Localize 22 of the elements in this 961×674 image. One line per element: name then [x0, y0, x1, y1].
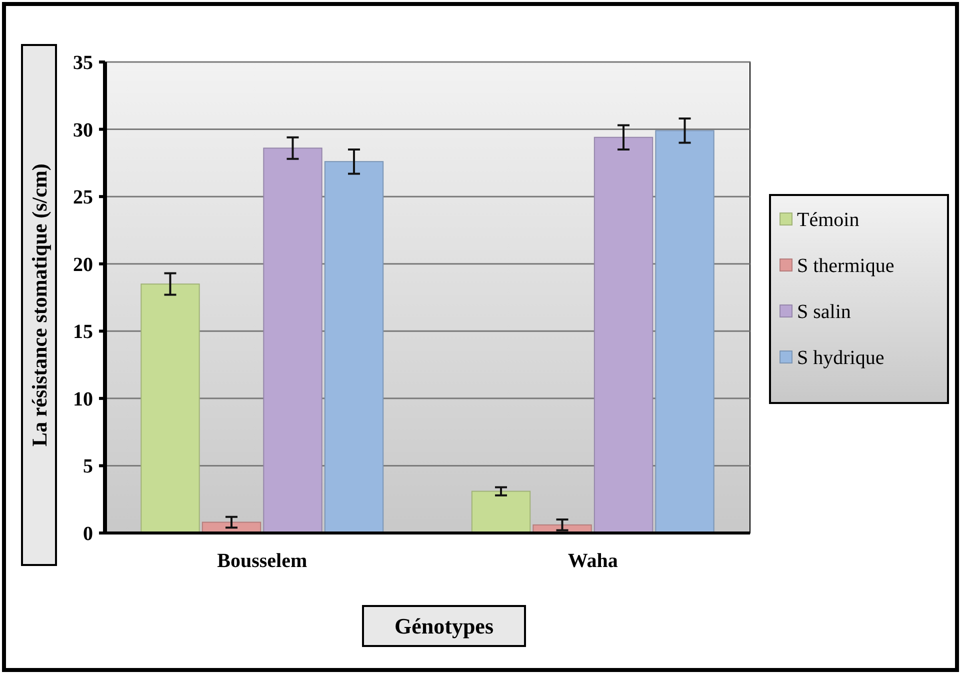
x-tick-label: Waha	[568, 550, 618, 572]
bar	[594, 136, 654, 534]
bar	[655, 130, 714, 534]
bar	[140, 284, 200, 534]
y-tick-label: 0	[83, 523, 93, 545]
legend-label: Témoin	[797, 209, 860, 231]
legend-label: S thermique	[797, 255, 894, 277]
y-tick-label: 30	[73, 119, 93, 142]
x-tick-label: Bousselem	[217, 550, 308, 572]
legend-label: S hydrique	[797, 347, 884, 369]
y-tick-label: 25	[73, 186, 93, 209]
y-tick-label: 20	[73, 254, 93, 276]
x-axis-title: Génotypes	[394, 614, 494, 639]
legend-label: S salin	[797, 301, 851, 323]
bar	[263, 148, 322, 534]
y-axis-title: La résistance stomatique (s/cm)	[27, 164, 52, 446]
y-tick-label: 5	[83, 456, 93, 478]
y-tick-label: 35	[73, 52, 93, 74]
bar	[324, 161, 384, 534]
bar	[471, 490, 531, 534]
y-tick-label: 10	[73, 388, 93, 410]
y-tick-label: 15	[73, 321, 93, 344]
